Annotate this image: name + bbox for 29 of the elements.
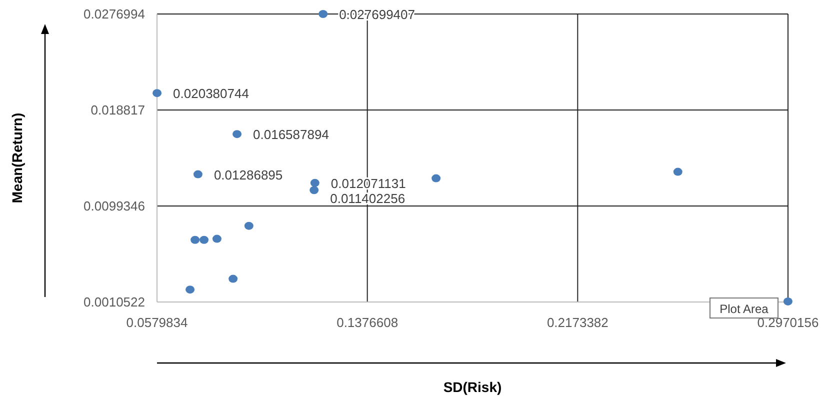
point xyxy=(190,236,200,244)
x-tick-label: 0.1376608 xyxy=(336,315,398,330)
x-tick-label: 0.0579834 xyxy=(126,315,188,330)
x-axis-title: SD(Risk) xyxy=(443,379,502,395)
x-tick-label: 0.2173382 xyxy=(546,315,608,330)
point xyxy=(193,170,202,178)
y-tick-label: 0.0010522 xyxy=(84,294,145,310)
y-tick-label: 0.0099346 xyxy=(84,198,145,214)
point xyxy=(186,286,195,294)
data-label: 0.020380744 xyxy=(173,86,249,102)
point xyxy=(432,174,441,182)
y-tick-label: 0.018817 xyxy=(90,102,145,118)
point xyxy=(783,297,792,306)
point xyxy=(228,274,238,283)
text: Plot Area xyxy=(720,302,769,316)
y-tick-label: 0.0276994 xyxy=(84,6,145,22)
point xyxy=(310,186,319,194)
data-label: 0.016587894 xyxy=(253,127,329,142)
data-label: 0.01286895 xyxy=(214,167,283,182)
point xyxy=(318,10,328,18)
x-tick-label: 0.2970156 xyxy=(757,315,819,330)
point xyxy=(673,168,682,176)
point xyxy=(232,130,242,138)
point xyxy=(244,222,254,230)
point xyxy=(310,178,320,187)
point xyxy=(152,89,162,98)
point xyxy=(212,234,222,243)
point xyxy=(200,236,209,244)
y-axis-title: Mean(Return) xyxy=(9,112,25,204)
